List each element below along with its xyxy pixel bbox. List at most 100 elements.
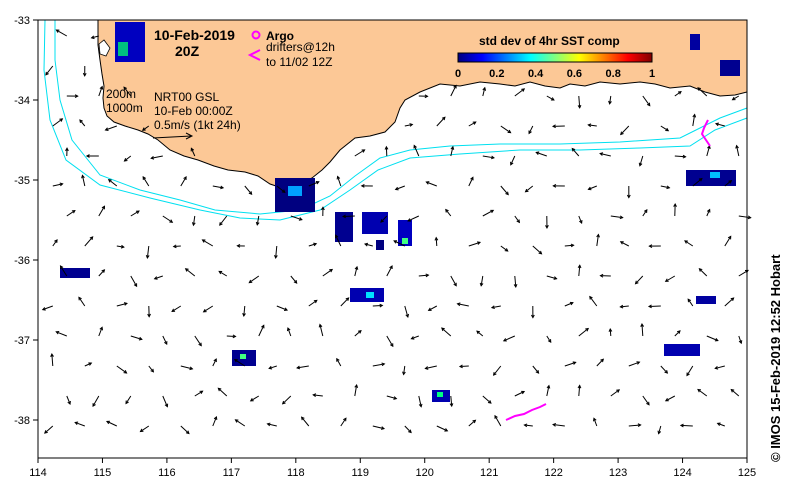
- current-arrow: [249, 275, 260, 284]
- current-arrowhead-icon: [50, 352, 54, 357]
- current-arrow: [620, 241, 630, 247]
- current-arrowhead-icon: [360, 183, 365, 188]
- current-arrow: [116, 245, 124, 248]
- current-arrowhead-icon: [441, 116, 446, 121]
- y-tick-label: -38: [14, 415, 30, 427]
- current-arrowhead-icon: [570, 243, 575, 248]
- current-arrowhead-icon: [686, 372, 690, 377]
- current-arrow: [372, 425, 385, 430]
- current-arrowhead-icon: [424, 366, 429, 370]
- current-arrow: [297, 365, 309, 369]
- current-arrowhead-icon: [516, 219, 521, 224]
- scale-arrowhead-icon: [185, 132, 194, 140]
- y-tick-label: -34: [14, 95, 30, 107]
- current-arrow: [578, 328, 589, 337]
- current-arrow: [219, 215, 228, 226]
- current-arrow: [674, 91, 682, 97]
- current-arrowhead-icon: [123, 370, 128, 374]
- current-arrowhead-icon: [523, 423, 528, 428]
- current-arrowhead-icon: [577, 104, 582, 109]
- sst-patch: [720, 60, 740, 76]
- current-arrow: [609, 328, 612, 337]
- current-arrowhead-icon: [666, 185, 671, 190]
- current-arrowhead-icon: [673, 202, 677, 207]
- current-arrow: [91, 35, 99, 39]
- current-arrowhead-icon: [242, 313, 246, 318]
- current-arrowhead-icon: [636, 361, 641, 365]
- current-arrowhead-icon: [101, 269, 106, 273]
- colorbar-title: std dev of 4hr SST comp: [479, 34, 620, 48]
- current-arrow: [528, 125, 534, 134]
- current-arrowhead-icon: [714, 122, 720, 127]
- current-arrow: [79, 119, 86, 127]
- current-arrowhead-icon: [234, 419, 239, 423]
- legend-drifters-line2: to 11/02 12Z: [266, 55, 333, 69]
- current-arrowhead-icon: [502, 338, 507, 342]
- current-arrow: [596, 358, 604, 367]
- current-arrow: [171, 305, 182, 312]
- current-arrow: [514, 215, 520, 223]
- x-tick-label: 118: [287, 467, 305, 479]
- colorbar-tick-label: 0.2: [489, 68, 504, 80]
- current-arrowhead-icon: [266, 422, 271, 427]
- isobath-1000m: [43, 19, 748, 221]
- current-arrowhead-icon: [494, 414, 498, 419]
- current-arrow: [258, 325, 265, 337]
- current-arrowhead-icon: [619, 304, 624, 309]
- current-arrowhead-icon: [101, 205, 106, 210]
- current-arrow: [435, 237, 438, 247]
- current-arrowhead-icon: [125, 400, 129, 405]
- current-arrowhead-icon: [106, 420, 110, 425]
- drifter-marker-icon: [247, 49, 261, 61]
- current-arrowhead-icon: [41, 307, 46, 311]
- current-arrowhead-icon: [409, 123, 414, 127]
- current-arrow: [482, 155, 495, 159]
- current-arrowhead-icon: [552, 183, 557, 188]
- current-arrow: [514, 275, 517, 287]
- current-arrowhead-icon: [490, 305, 495, 310]
- current-arrow: [428, 305, 438, 311]
- current-arrow: [372, 363, 385, 367]
- current-arrowhead-icon: [85, 154, 90, 158]
- current-arrowhead-icon: [647, 304, 652, 309]
- current-arrowhead-icon: [164, 403, 169, 408]
- current-arrowhead-icon: [730, 388, 735, 393]
- current-arrowhead-icon: [698, 177, 703, 182]
- current-arrow: [42, 305, 53, 311]
- drifter-track: [700, 119, 711, 147]
- current-arrow: [697, 87, 708, 97]
- current-arrowhead-icon: [646, 401, 650, 406]
- current-arrowhead-icon: [402, 371, 406, 376]
- current-arrow: [514, 88, 525, 97]
- current-arrow: [450, 395, 453, 407]
- current-arrowhead-icon: [408, 429, 412, 434]
- current-arrowhead-icon: [199, 390, 204, 395]
- current-arrow: [52, 239, 58, 247]
- current-arrowhead-icon: [169, 219, 174, 223]
- current-arrowhead-icon: [312, 393, 317, 397]
- current-arrowhead-icon: [731, 96, 736, 101]
- current-arrowhead-icon: [616, 389, 621, 393]
- current-arrowhead-icon: [472, 121, 477, 125]
- current-arrow: [380, 215, 388, 223]
- current-arrow: [194, 335, 202, 346]
- x-tick-label: 122: [544, 467, 562, 479]
- current-arrowhead-icon: [547, 339, 552, 344]
- current-arrow: [609, 95, 612, 104]
- isobaths: [43, 19, 748, 221]
- current-arrowhead-icon: [255, 221, 260, 226]
- drifter-tracks: [505, 119, 711, 421]
- current-arrowhead-icon: [232, 334, 237, 339]
- current-arrow: [322, 269, 333, 277]
- current-arrow: [130, 275, 138, 287]
- current-arrow: [724, 297, 734, 307]
- annot-scale: 0.5m/s (1kt 24h): [154, 118, 241, 132]
- current-arrowhead-icon: [393, 396, 398, 400]
- current-arrow: [66, 210, 76, 217]
- current-arrowhead-icon: [664, 397, 669, 402]
- current-arrowhead-icon: [535, 151, 540, 155]
- current-arrowhead-icon: [692, 113, 697, 118]
- current-arrow: [546, 385, 550, 397]
- coast-detail: [98, 39, 111, 57]
- current-arrow: [218, 270, 228, 277]
